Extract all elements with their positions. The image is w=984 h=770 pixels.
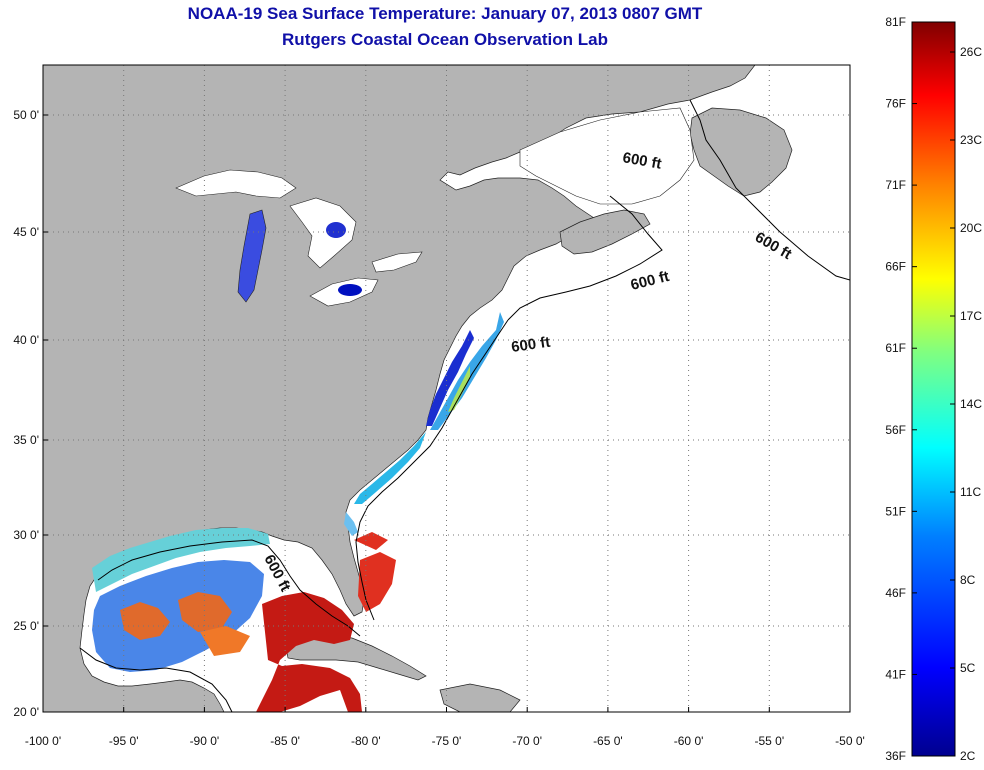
contour-label-600ft: 600 ft (621, 149, 663, 173)
land-nova-scotia (559, 209, 651, 255)
land-newfoundland (689, 107, 793, 197)
colorbar-f-label: 76F (885, 97, 906, 111)
lake-ontario (371, 251, 423, 273)
lat-tick-label: 25 0' (13, 619, 39, 633)
sst-warm-offshore (448, 366, 470, 412)
lat-tick-label: 50 0' (13, 108, 39, 122)
lon-tick-label: -85 0' (270, 734, 300, 748)
gulf-st-lawrence (519, 107, 695, 205)
sst-gulf-north (92, 528, 270, 592)
colorbar (911, 21, 956, 757)
colorbar-c-label: 14C (960, 397, 982, 411)
lon-tick-label: -65 0' (593, 734, 623, 748)
contour-600ft-gulf-maine (507, 195, 663, 321)
colorbar-c-label: 20C (960, 221, 982, 235)
colorbar-c-label: 2C (960, 749, 976, 763)
contour-label-600ft: 600 ft (510, 334, 551, 356)
lon-tick-label: -70 0' (512, 734, 542, 748)
lake-erie-cold (338, 284, 362, 296)
lon-tick-label: -55 0' (754, 734, 784, 748)
colorbar-f-label: 66F (885, 260, 906, 274)
lake-michigan (237, 209, 267, 303)
sst-gulf-stream-bits (344, 512, 358, 536)
colorbar-f-label: 51F (885, 504, 906, 518)
colorbar-f-label: 61F (885, 341, 906, 355)
lake-superior (175, 169, 297, 199)
map-title: NOAA-19 Sea Surface Temperature: January… (187, 4, 703, 23)
colorbar-f-label: 71F (885, 178, 906, 192)
contour-600ft-atlantic (355, 319, 509, 621)
colorbar-f-label: 56F (885, 423, 906, 437)
sst-gulf-central (92, 560, 264, 672)
sst-mid-atlantic-cold (426, 330, 474, 426)
colorbar-c-label: 26C (960, 45, 982, 59)
lon-tick-label: -90 0' (190, 734, 220, 748)
lat-tick-label: 45 0' (13, 225, 39, 239)
contour-600ft-yucatan (79, 647, 233, 712)
lon-tick-label: -50 0' (835, 734, 865, 748)
sst-southeast-coast (354, 432, 426, 504)
contour-600ft-northeast (689, 99, 850, 281)
sst-caribbean-orange (200, 626, 250, 656)
georgian-bay-cold (326, 222, 346, 238)
lon-tick-label: -60 0' (674, 734, 704, 748)
colorbar-f-label: 81F (885, 15, 906, 29)
lat-tick-label: 20 0' (13, 705, 39, 719)
colorbar-c-label: 17C (960, 309, 982, 323)
lon-tick-label: -80 0' (351, 734, 381, 748)
lat-tick-label: 35 0' (13, 433, 39, 447)
lat-tick-label: 40 0' (13, 333, 39, 347)
colorbar-c-label: 23C (960, 133, 982, 147)
colorbar-f-label: 36F (885, 749, 906, 763)
contour-600ft-gulf (97, 539, 361, 637)
colorbar-f-label: 46F (885, 586, 906, 600)
colorbar-f-label: 41F (885, 667, 906, 681)
lake-huron (289, 197, 357, 269)
sst-caribbean-warm (256, 592, 362, 712)
lon-tick-label: -75 0' (432, 734, 462, 748)
colorbar-c-label: 5C (960, 661, 976, 675)
colorbar-c-label: 8C (960, 573, 976, 587)
sst-mid-atlantic (430, 312, 504, 430)
colorbar-c-label: 11C (960, 485, 981, 499)
lon-tick-label: -100 0' (25, 734, 61, 748)
sst-gulf-warm-patches (120, 592, 232, 640)
lat-tick-label: 30 0' (13, 528, 39, 542)
map-subtitle: Rutgers Coastal Ocean Observation Lab (282, 30, 608, 49)
lon-tick-label: -95 0' (109, 734, 139, 748)
